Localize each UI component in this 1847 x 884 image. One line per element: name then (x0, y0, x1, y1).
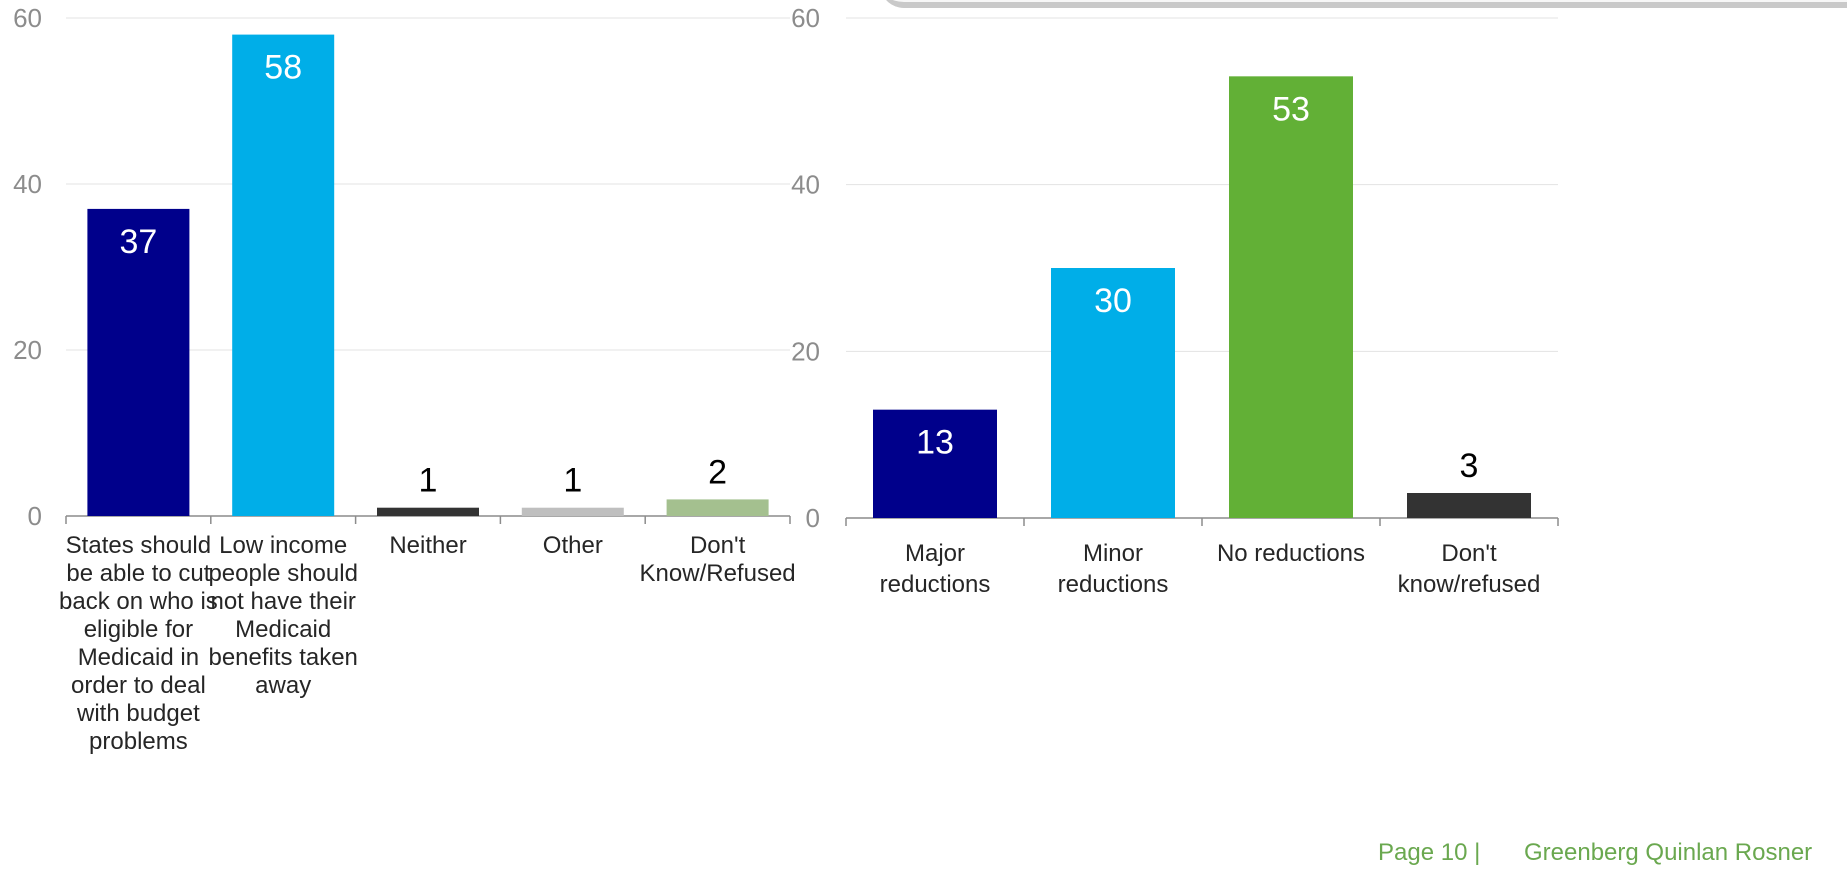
chart1-category-label-2-line-2: people should (208, 560, 357, 587)
chart2-category-label-3-line-1: No reductions (1217, 540, 1365, 567)
chart2-category-label-1-line-1: Major (905, 540, 965, 567)
company-name: Greenberg Quinlan Rosner (1524, 839, 1813, 866)
chart1-category-label-2-line-5: benefits taken (208, 644, 357, 671)
chart1-y-tick-20: 20 (13, 335, 42, 365)
chart1-category-label-1-line-2: be able to cut (66, 560, 210, 587)
chart2-y-tick-20: 20 (791, 336, 820, 366)
chart1-category-label-1-line-3: back on who is (59, 588, 218, 615)
chart1-bar-3 (377, 507, 479, 516)
chart1-value-label-3: 1 (419, 462, 438, 500)
chart1-category-label-4-line-1: Other (543, 532, 603, 559)
chart1-category-label-2-line-1: Low income (219, 532, 347, 559)
chart2-bar-2 (1051, 268, 1175, 518)
chart2-category-label-2-line-2: reductions (1058, 571, 1169, 598)
chart1-category-label-2-line-6: away (255, 672, 311, 699)
chart2-value-label-3: 53 (1272, 90, 1310, 128)
chart2-value-label-1: 13 (916, 424, 954, 462)
chart2-category-label-4-line-2: know/refused (1398, 571, 1541, 598)
chart1-bar-5 (666, 499, 769, 516)
chart1-category-label-1-line-5: Medicaid in (78, 644, 199, 671)
chart2-y-tick-60: 60 (791, 3, 820, 33)
chart1-category-label-5-line-1: Don't (690, 532, 746, 559)
chart1-category-label-1-line-8: problems (89, 728, 188, 755)
chart1-y-tick-60: 60 (13, 3, 42, 33)
chart2-value-label-2: 30 (1094, 282, 1132, 320)
chart1-y-tick-0: 0 (28, 501, 42, 531)
chart1-category-label-1-line-6: order to deal (71, 672, 206, 699)
chart1-category-label-3-line-1: Neither (389, 532, 466, 559)
chart2-bar-1 (873, 409, 997, 518)
chart1-category-label-2-line-4: Medicaid (235, 616, 331, 643)
chart2-bar-3 (1229, 76, 1353, 518)
chart1-y-tick-40: 40 (13, 169, 42, 199)
chart1-category-label-2-line-3: not have their (210, 588, 355, 615)
chart1-value-label-1: 37 (119, 223, 157, 261)
chart1-value-label-2: 58 (264, 49, 302, 87)
chart1-value-label-5: 2 (708, 453, 727, 491)
chart1-category-label-1-line-4: eligible for (84, 616, 193, 643)
chart1-category-label-1-line-7: with budget (76, 700, 200, 727)
chart1-bar-1 (87, 208, 190, 516)
chart2-y-tick-0: 0 (806, 503, 820, 533)
chart2-y-tick-40: 40 (791, 170, 820, 200)
chart1-bar-2 (232, 34, 335, 516)
chart2-bar-4 (1407, 493, 1531, 518)
chart1-category-label-5-line-2: Know/Refused (640, 560, 796, 587)
window-top-edge (880, 0, 1847, 8)
chart2-category-label-2-line-1: Minor (1083, 540, 1143, 567)
chart1-category-label-1-line-1: States should (66, 532, 211, 559)
chart1-bar-4 (521, 507, 624, 516)
chart2-category-label-4-line-1: Don't (1441, 540, 1497, 567)
page-number: Page 10 | (1378, 839, 1481, 866)
chart1-value-label-4: 1 (563, 462, 582, 500)
chart2-value-label-4: 3 (1460, 447, 1479, 485)
chart2-category-label-1-line-2: reductions (880, 571, 991, 598)
